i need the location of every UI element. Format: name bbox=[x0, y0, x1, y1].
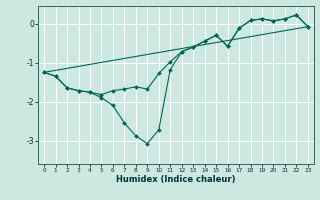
X-axis label: Humidex (Indice chaleur): Humidex (Indice chaleur) bbox=[116, 175, 236, 184]
